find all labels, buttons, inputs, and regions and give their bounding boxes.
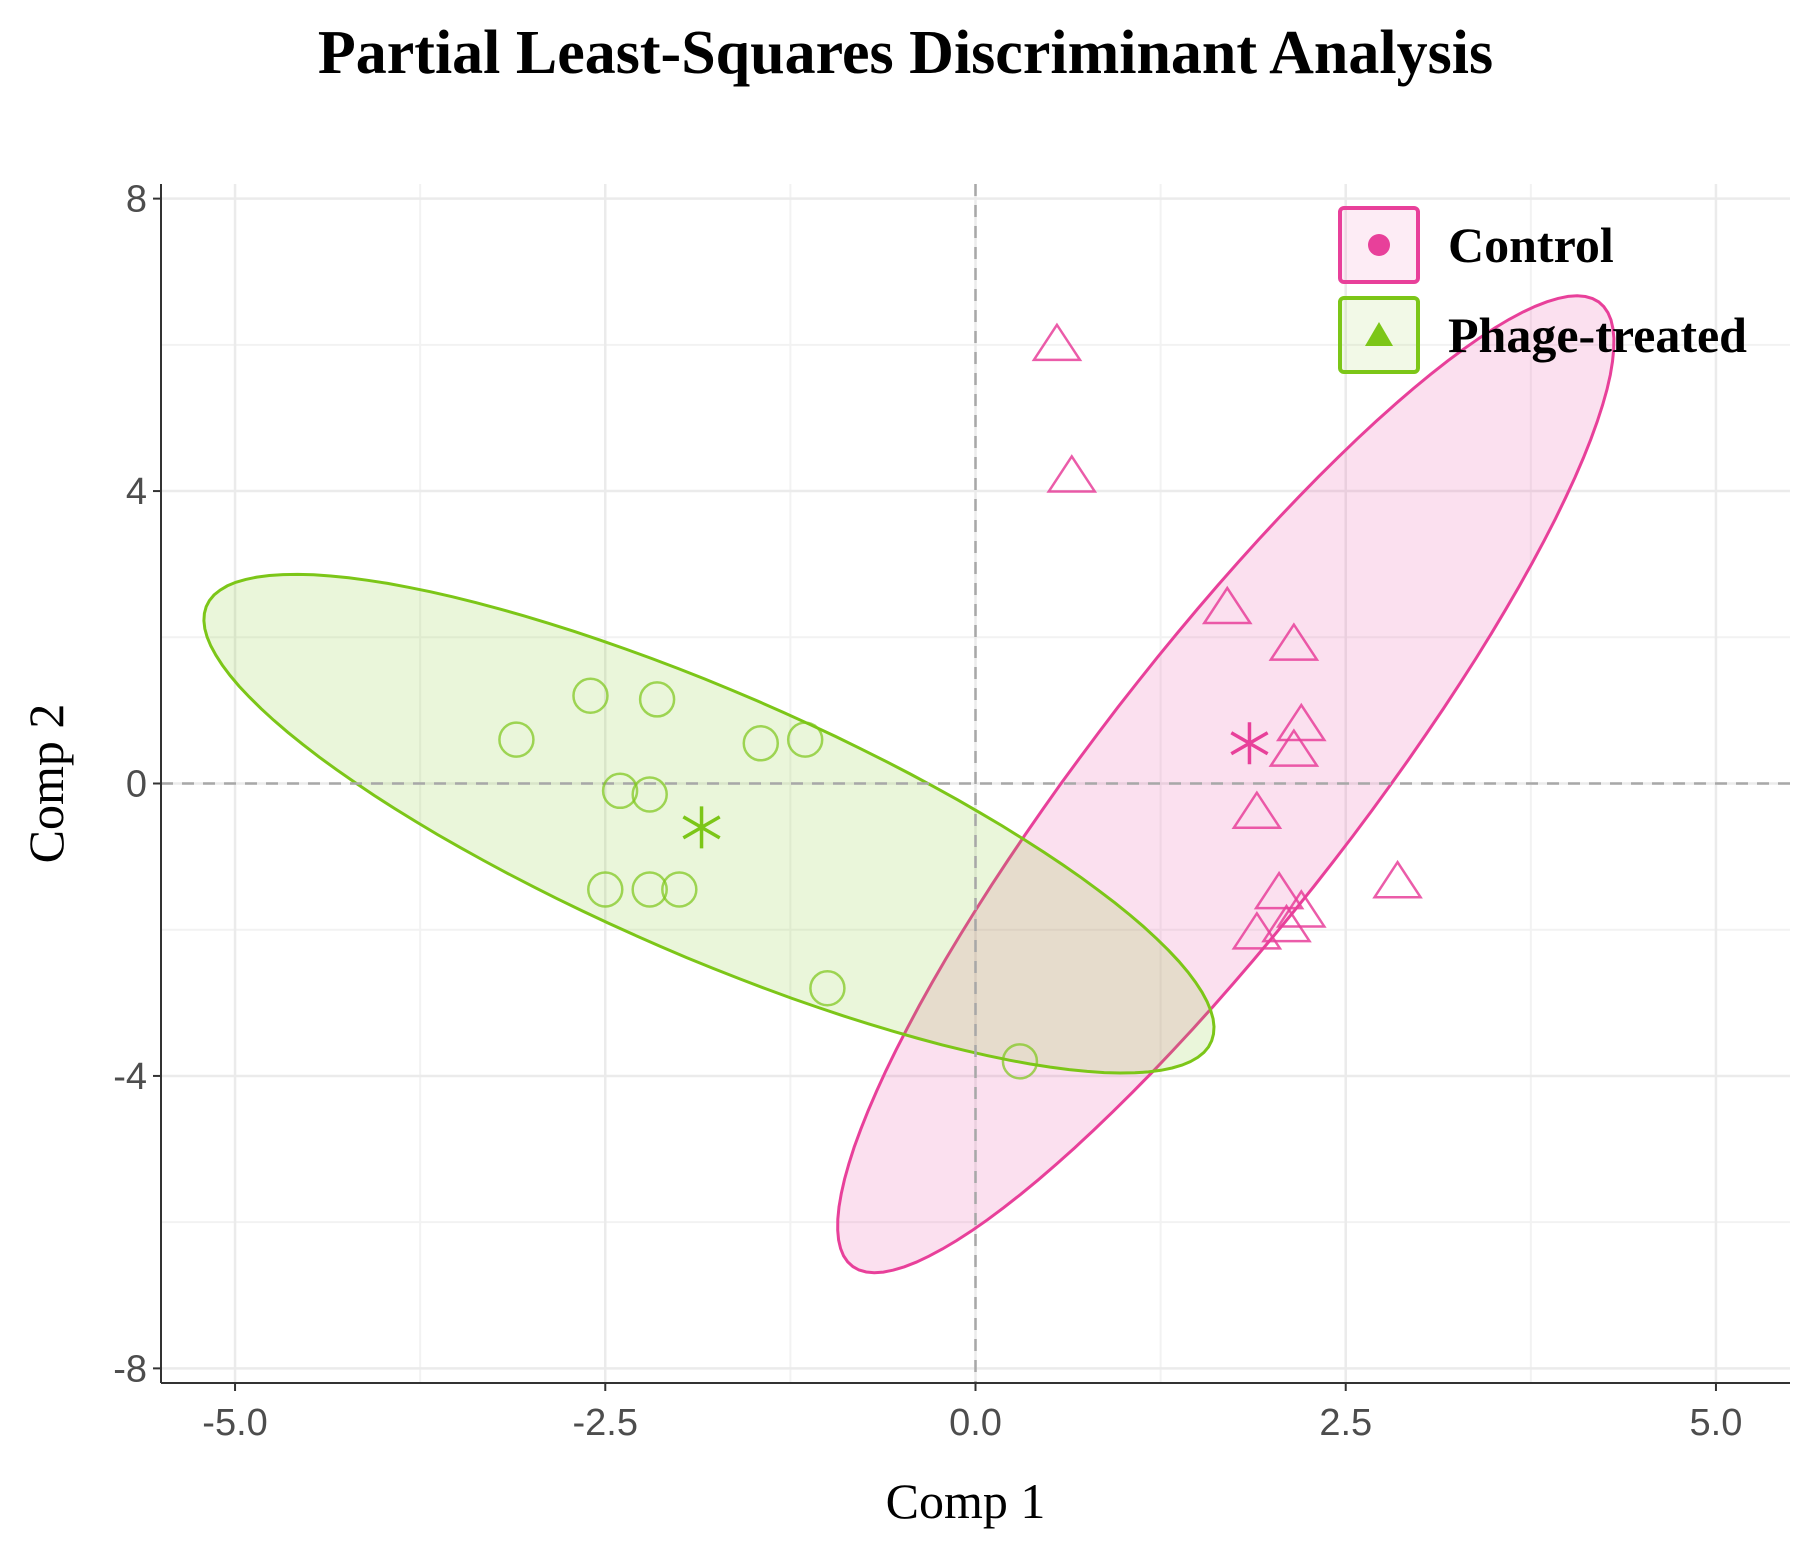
- legend: Control Phage-treated: [1338, 206, 1747, 374]
- ellipse-control: [836, 294, 1616, 1275]
- x-axis-title: Comp 1: [886, 1473, 1046, 1529]
- legend-label: Control: [1448, 217, 1614, 273]
- data-point: [1268, 728, 1320, 767]
- data-point: [1031, 322, 1083, 362]
- data-point: [809, 969, 846, 1007]
- data-point: [661, 871, 698, 908]
- x-tick-label: -2.5: [573, 1402, 638, 1444]
- data-point: [1201, 585, 1253, 625]
- data-point: [1231, 790, 1283, 829]
- data-point: [498, 721, 535, 758]
- chart-title: Partial Least-Squares Discriminant Analy…: [317, 19, 1494, 87]
- y-axis-title: Comp 2: [18, 704, 74, 864]
- data-point: [587, 871, 624, 908]
- centroid-marker: [682, 806, 721, 849]
- y-tick-label: -8: [113, 1348, 147, 1390]
- x-tick-label: 0.0: [949, 1402, 1002, 1444]
- data-point: [786, 721, 824, 758]
- data-point: [1268, 622, 1320, 661]
- axes: -5.0 -2.5 0.0 2.5 5.0 -8 -4 0 4 8 Comp 1 Comp 2: [18, 179, 1790, 1529]
- y-tick-label: 0: [126, 764, 147, 806]
- x-tick-label: -5.0: [202, 1402, 267, 1444]
- x-tick-label: 5.0: [1690, 1402, 1743, 1444]
- y-tick-label: -4: [113, 1056, 147, 1098]
- data-point: [1231, 911, 1283, 950]
- legend-marker-triangle: [1365, 322, 1393, 346]
- x-tick-label: 2.5: [1319, 1402, 1372, 1444]
- data-points: [498, 322, 1423, 1080]
- data-point: [631, 871, 668, 908]
- data-point: [601, 772, 639, 810]
- legend-label: Phage-treated: [1448, 307, 1747, 363]
- data-point: [742, 725, 780, 762]
- data-point: [1046, 454, 1098, 493]
- y-tick-label: 4: [126, 471, 147, 513]
- legend-marker-circle: [1368, 234, 1390, 256]
- centroid-marker: [1230, 722, 1269, 765]
- data-point: [1001, 1043, 1039, 1080]
- data-point: [1261, 903, 1312, 943]
- data-point: [638, 681, 676, 718]
- y-tick-label: 8: [126, 179, 147, 221]
- data-point: [631, 776, 668, 813]
- reference-lines: [161, 184, 1790, 1383]
- data-point: [1253, 870, 1305, 910]
- data-point: [1372, 859, 1423, 899]
- data-point: [572, 677, 609, 715]
